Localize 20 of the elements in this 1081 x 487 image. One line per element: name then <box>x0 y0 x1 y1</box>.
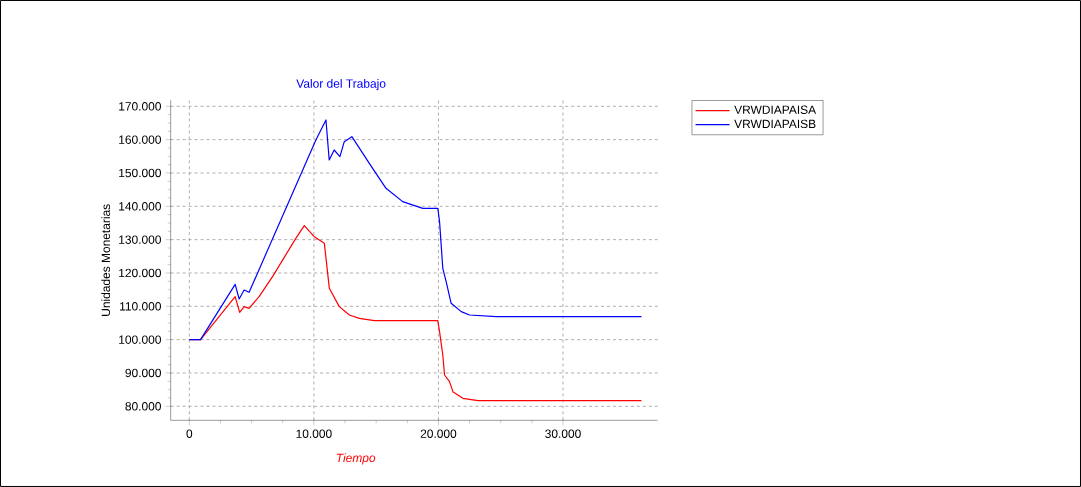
y-tick-label: 160.000 <box>119 135 161 144</box>
y-tick-label: 90.000 <box>125 368 161 378</box>
x-tick-label: 0 <box>186 429 193 438</box>
legend-label: VRWDIAPAISB <box>734 119 816 129</box>
y-tick-label: 120.000 <box>119 268 161 278</box>
x-tick-label: 10.000 <box>296 429 332 438</box>
y-tick-label: 170.000 <box>119 102 161 111</box>
legend-label: VRWDIAPAISA <box>734 105 817 114</box>
y-tick-label: 80.000 <box>125 402 161 411</box>
x-axis-title: Tiempo <box>336 453 376 465</box>
y-tick-label: 130.000 <box>119 235 161 244</box>
y-tick-label: 150.000 <box>119 168 161 178</box>
y-tick-label: 100.000 <box>119 335 161 344</box>
y-axis-title: Unidades Monetarias <box>101 204 111 316</box>
line-series <box>188 119 643 341</box>
chart-title: Valor del Trabajo <box>296 79 386 91</box>
y-tick-label: 110.000 <box>120 302 161 311</box>
y-tick-label: 140.000 <box>119 202 161 211</box>
x-tick-label: 30.000 <box>545 429 581 438</box>
x-tick-label: 20.000 <box>420 429 457 438</box>
